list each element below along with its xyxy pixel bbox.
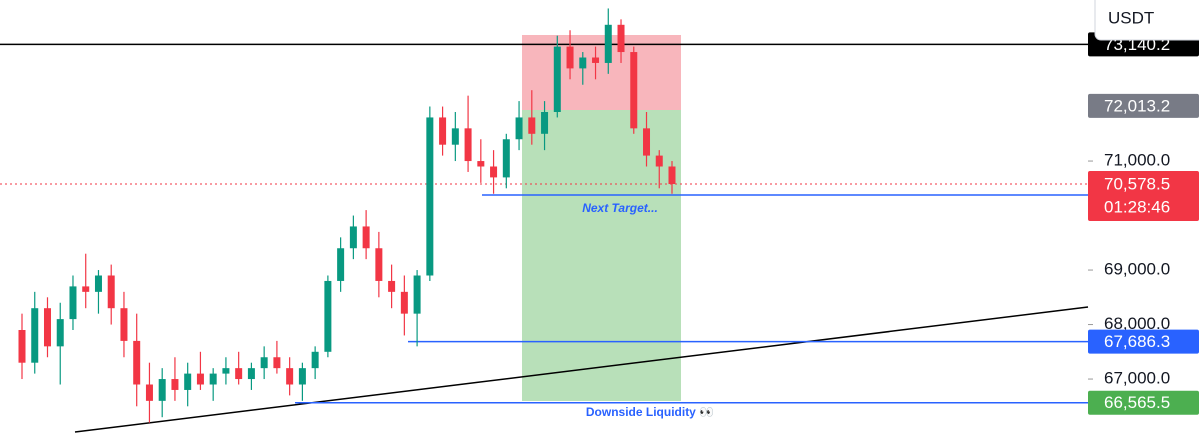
- candle-body: [43, 308, 51, 347]
- candle-body: [196, 373, 204, 385]
- candle-body: [477, 161, 485, 167]
- trend-line: [74, 306, 1089, 433]
- candle-body: [617, 24, 625, 53]
- candle-body: [82, 286, 90, 292]
- candle-body: [18, 329, 26, 363]
- current-price-tag: [1088, 171, 1199, 222]
- current-price-label: 70,578.5: [1104, 175, 1170, 194]
- axis-header-box: [1094, 0, 1199, 41]
- annotation: Next Target...: [582, 201, 658, 215]
- candle-body: [133, 340, 141, 385]
- price-tag: [1088, 329, 1199, 354]
- candle-body: [388, 280, 396, 292]
- candle-body: [222, 368, 230, 374]
- candle-body: [94, 275, 102, 292]
- candle-body: [426, 117, 434, 276]
- candle-body: [655, 155, 663, 167]
- candle-body: [120, 308, 128, 341]
- candle-body: [490, 166, 498, 178]
- price-tag: [1088, 390, 1199, 415]
- candle-body: [592, 57, 600, 63]
- y-tick-label: 69,000.0: [1104, 260, 1170, 279]
- price-tag-label: 67,686.3: [1104, 332, 1170, 351]
- y-tick-label: 67,000.0: [1104, 369, 1170, 388]
- candle-body: [31, 308, 39, 363]
- countdown-label: 01:28:46: [1104, 198, 1170, 217]
- candle-body: [145, 384, 153, 401]
- candle-body: [579, 57, 587, 69]
- candle-body: [604, 24, 612, 63]
- price-tag-label: 72,013.2: [1104, 96, 1170, 115]
- candle-body: [311, 351, 319, 369]
- candle-body: [184, 373, 192, 390]
- candle-body: [400, 291, 408, 314]
- candle-body: [362, 226, 370, 249]
- candle-body: [668, 166, 676, 185]
- candle-body: [451, 128, 459, 145]
- candle-body: [439, 117, 447, 145]
- candle-body: [158, 379, 166, 401]
- candle-body: [56, 319, 64, 347]
- candle-body: [286, 368, 294, 385]
- candle-body: [413, 275, 421, 314]
- candle-body: [69, 286, 77, 320]
- price-tag: [1088, 93, 1199, 118]
- candle-body: [515, 117, 523, 140]
- candle-body: [630, 52, 638, 129]
- target-zone: [522, 110, 681, 401]
- axis-header: USDT: [1108, 8, 1154, 27]
- candle-body: [324, 280, 332, 352]
- y-tick-label: 71,000.0: [1104, 151, 1170, 170]
- annotation: Downside Liquidity 👀: [586, 405, 714, 419]
- candle-body: [171, 379, 179, 390]
- candle-body: [541, 111, 549, 134]
- candle-body: [375, 248, 383, 281]
- candle-body: [553, 46, 561, 112]
- candle-body: [502, 139, 510, 178]
- candle-body: [566, 46, 574, 69]
- candle-body: [349, 226, 357, 249]
- candle-body: [260, 357, 268, 369]
- candle-body: [337, 248, 345, 281]
- candle-body: [247, 368, 255, 380]
- candle-body: [643, 128, 651, 156]
- candle-body: [273, 357, 281, 369]
- stop-zone: [522, 35, 681, 110]
- candle-body: [528, 117, 536, 134]
- price-tag-label: 66,565.5: [1104, 393, 1170, 412]
- candle-body: [464, 128, 472, 162]
- candle-body: [298, 368, 306, 385]
- candle-body: [209, 373, 217, 385]
- y-tick-label: 68,000.0: [1104, 314, 1170, 333]
- candle-body: [235, 368, 243, 380]
- candle-body: [107, 275, 115, 309]
